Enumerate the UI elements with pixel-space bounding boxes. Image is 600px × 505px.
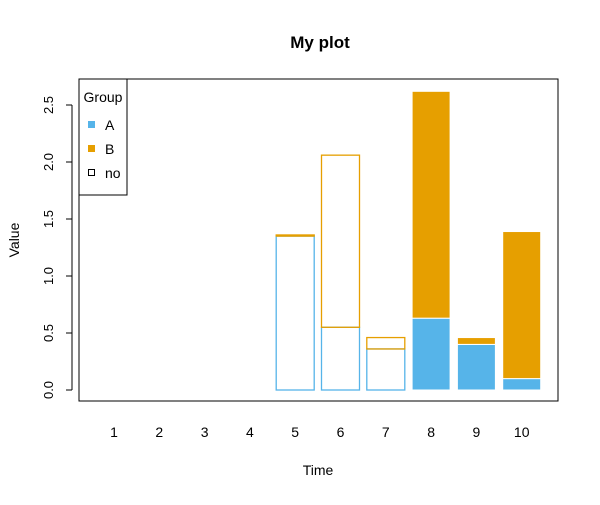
legend-label-A: A (105, 117, 115, 133)
plot-frame (78, 78, 559, 402)
bar-A-9 (456, 343, 496, 391)
x-tick-label: 1 (110, 424, 118, 440)
x-tick-label: 6 (337, 424, 345, 440)
bar-B-10 (502, 231, 542, 380)
y-tick-label: 2.0 (41, 153, 56, 171)
legend-title: Group (84, 89, 123, 105)
legend-swatch-no (88, 169, 95, 176)
chart-title: My plot (290, 33, 350, 52)
y-tick-label: 2.5 (41, 96, 56, 114)
bar-B-8 (411, 90, 451, 319)
y-tick-label: 1.0 (41, 267, 56, 285)
bar-A-6 (320, 326, 361, 391)
bar-A-8 (411, 317, 451, 391)
bars (275, 90, 542, 391)
legend-label-no: no (105, 165, 121, 181)
x-tick-label: 4 (246, 424, 254, 440)
legend-swatch-A (88, 121, 95, 128)
legend-label-B: B (105, 141, 114, 157)
x-tick-label: 9 (473, 424, 481, 440)
x-tick-label: 7 (382, 424, 390, 440)
y-tick-label: 0.0 (41, 381, 56, 399)
bar-A-7 (366, 348, 406, 391)
bar-A-5 (275, 235, 315, 391)
x-tick-label: 8 (427, 424, 435, 440)
y-axis: 0.0 0.5 1.0 1.5 2.0 2.5 (41, 96, 73, 399)
x-axis: 1 2 3 4 5 6 7 8 9 10 (110, 424, 530, 440)
bar-A-10 (502, 378, 542, 391)
y-tick-label: 0.5 (41, 324, 56, 342)
x-tick-label: 5 (291, 424, 299, 440)
x-axis-label: Time (303, 462, 334, 478)
x-tick-label: 2 (155, 424, 163, 440)
legend-box (78, 78, 128, 196)
bar-B-6 (320, 154, 361, 328)
bar-B-9 (456, 337, 496, 345)
x-tick-label: 3 (201, 424, 209, 440)
bar-B-7 (366, 336, 406, 350)
x-tick-label: 10 (514, 424, 530, 440)
legend-swatch-B (88, 145, 95, 152)
bar-B-5 (275, 234, 315, 237)
y-tick-label: 1.5 (41, 210, 56, 228)
y-axis-label: Value (6, 222, 22, 257)
